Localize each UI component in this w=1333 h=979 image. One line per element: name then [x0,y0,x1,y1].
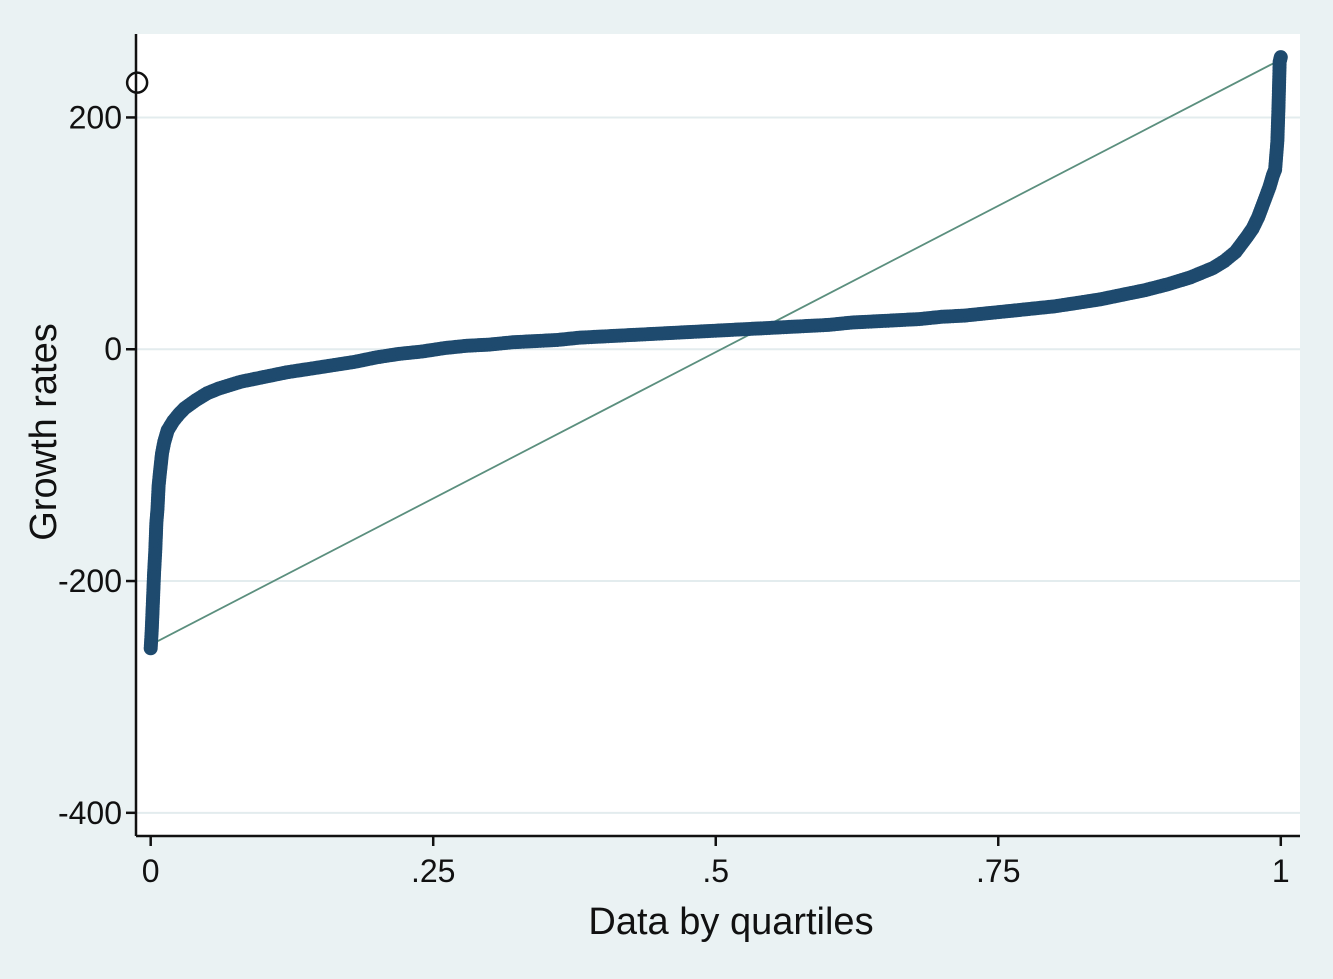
x-tick-label-0: 0 [142,853,160,889]
data-point-542 [1273,50,1288,65]
tick-marks: -400 -200 0 200 0 .25 .5 .75 1 [58,99,1290,889]
reference-line-layer [150,58,1282,646]
plot-area [136,34,1300,836]
x-tick-label-4: 1 [1272,853,1290,889]
y-tick-label-2: 0 [104,331,122,367]
y-tick-label-0: -400 [58,795,122,831]
x-tick-label-2: .5 [702,853,729,889]
y-axis-title: Growth rates [23,323,65,541]
x-tick-label-1: .25 [411,853,455,889]
reference-line [150,58,1282,646]
y-tick-label-1: -200 [58,563,122,599]
x-tick-label-3: .75 [976,853,1020,889]
axes [134,34,1300,838]
y-tick-label-3: 200 [69,99,122,135]
grid-lines [136,116,1300,814]
x-axis-title: Data by quartiles [588,901,873,943]
data-points [143,50,1288,656]
